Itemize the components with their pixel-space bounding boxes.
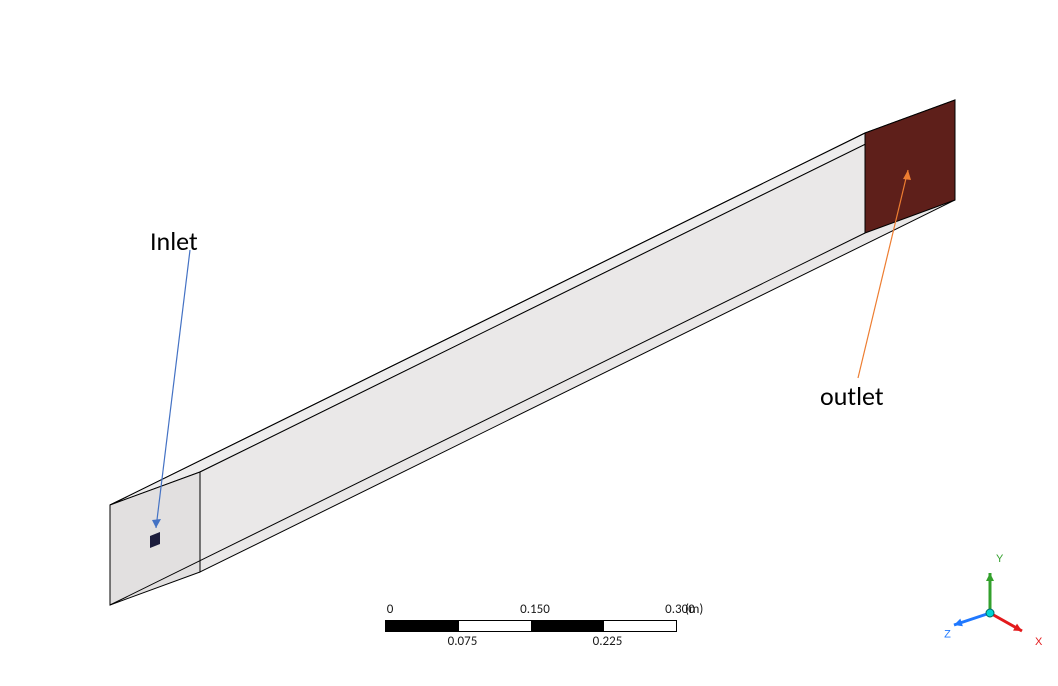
inlet-label: Inlet <box>150 225 198 257</box>
triad-label-y: Y <box>996 553 1004 565</box>
scale-tick-label: 0 <box>370 602 410 617</box>
triad-origin-sphere <box>986 609 994 617</box>
scale-unit-label: (m) <box>685 602 703 617</box>
outlet-label: outlet <box>820 380 884 412</box>
scale-segment <box>386 621 459 631</box>
orientation-triad: X Y Z <box>930 543 1050 663</box>
scale-tick-label: 0.150 <box>515 602 555 617</box>
scale-segment <box>459 621 532 631</box>
triad-arrowhead-y <box>986 573 994 581</box>
scale-tick-label: 0.075 <box>443 634 483 649</box>
top-diagonal-edge <box>110 133 865 505</box>
scale-segment <box>531 621 604 631</box>
scale-bar <box>385 620 677 632</box>
triad-label-x: X <box>1035 636 1043 648</box>
back-face-outlet <box>865 100 955 233</box>
bottom-left-edge <box>110 233 865 605</box>
scale-segment <box>604 621 677 631</box>
side-face <box>200 100 955 572</box>
triad-label-z: Z <box>944 629 951 641</box>
geometry-canvas <box>0 0 1058 686</box>
top-face <box>110 100 955 505</box>
triad-arrowhead-z <box>954 619 963 627</box>
scale-tick-label: 0.225 <box>588 634 628 649</box>
